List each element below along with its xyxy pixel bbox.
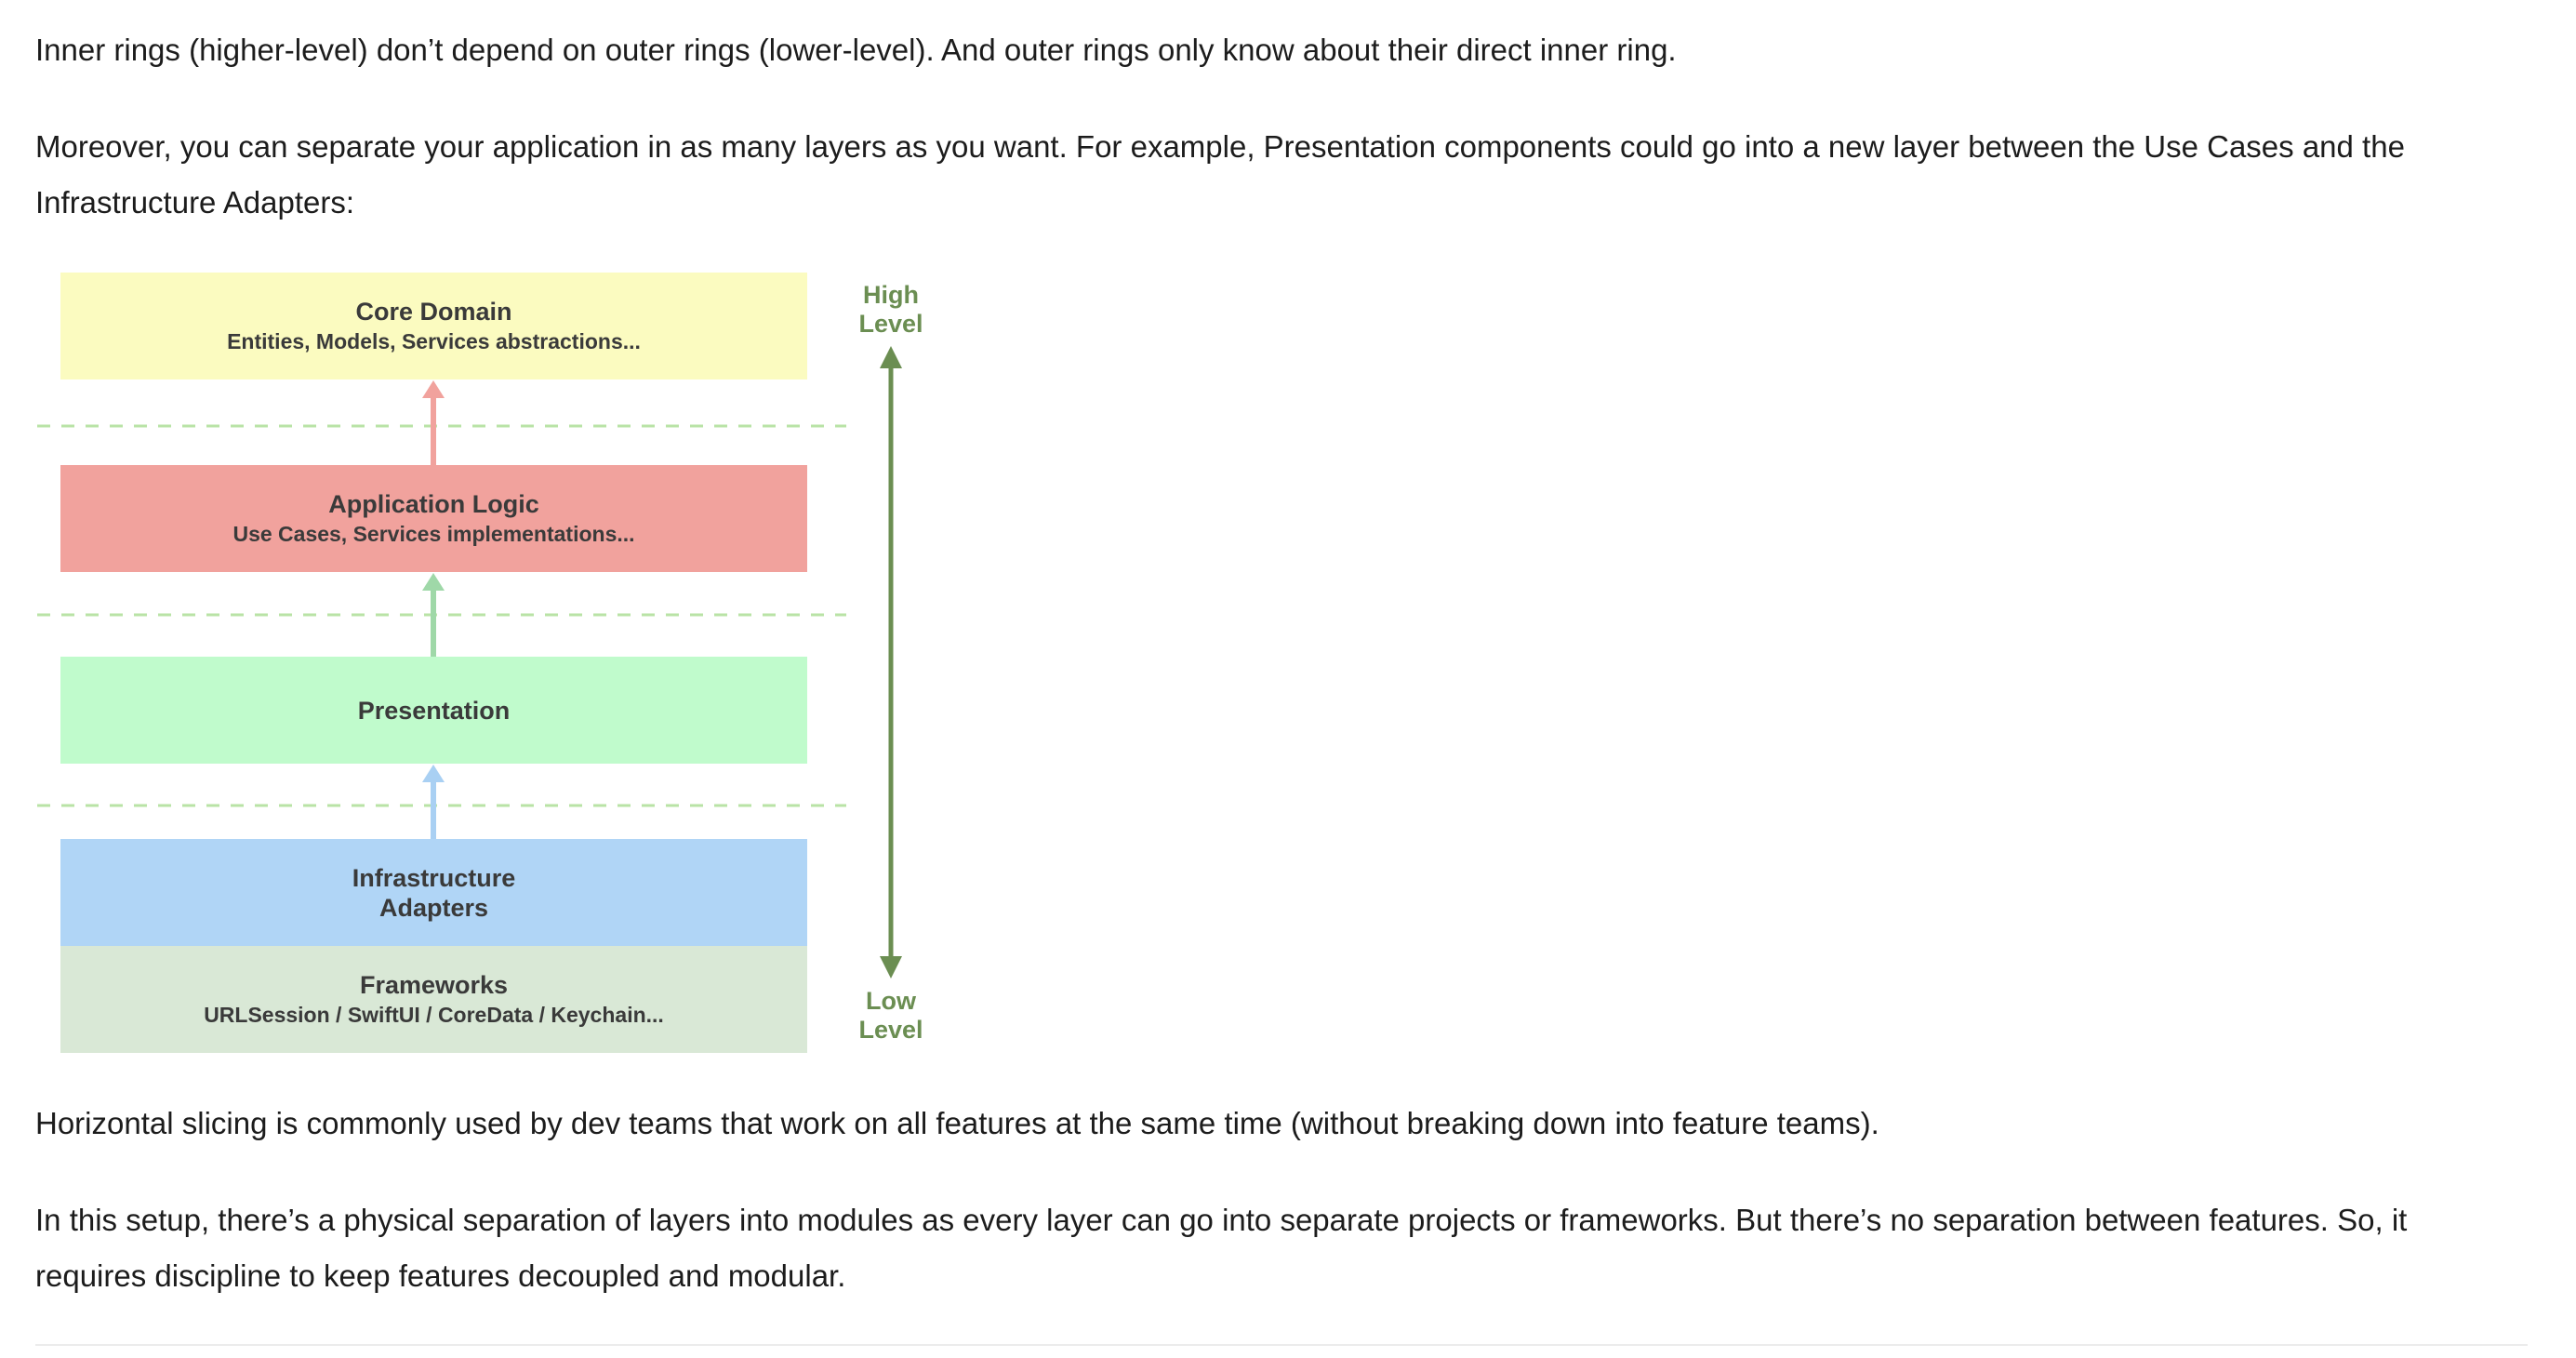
paragraph-physical-separation: In this setup, there’s a physical separa…: [35, 1203, 2408, 1293]
layer-frameworks: Frameworks URLSession / SwiftUI / CoreDa…: [60, 946, 807, 1053]
paragraph-layers-separation: Moreover, you can separate your applicat…: [35, 129, 2405, 220]
layer-application-logic: Application Logic Use Cases, Services im…: [60, 465, 807, 572]
layer-infrastructure-adapters: Infrastructure Adapters: [60, 839, 807, 946]
paragraph-rings-dependency: Inner rings (higher-level) don’t depend …: [35, 33, 1677, 67]
layer-frameworks-subtitle: URLSession / SwiftUI / CoreData / Keycha…: [204, 1002, 664, 1027]
arrow-infrastructure-to-presentation: [422, 765, 445, 839]
layer-core-title: Core Domain: [355, 297, 512, 326]
paragraph-horizontal-slicing: Horizontal slicing is commonly used by d…: [35, 1106, 1879, 1140]
level-arrow: [880, 346, 902, 979]
layer-core-subtitle: Entities, Models, Services abstractions.…: [227, 328, 641, 353]
layer-core-domain: Core Domain Entities, Models, Services a…: [60, 273, 807, 379]
level-high-label: High Level: [858, 281, 923, 338]
level-low-label: Low Level: [858, 987, 923, 1044]
section-divider: [35, 1344, 2528, 1346]
layer-presentation-title: Presentation: [357, 696, 511, 725]
layer-frameworks-title: Frameworks: [359, 970, 509, 999]
layer-infrastructure-title: Infrastructure Adapters: [352, 863, 516, 922]
layer-app-subtitle: Use Cases, Services implementations...: [232, 521, 635, 546]
layer-presentation: Presentation: [60, 657, 807, 764]
arrow-app-to-core: [422, 380, 445, 465]
arrow-presentation-to-app: [422, 573, 445, 657]
layer-app-title: Application Logic: [328, 489, 539, 518]
